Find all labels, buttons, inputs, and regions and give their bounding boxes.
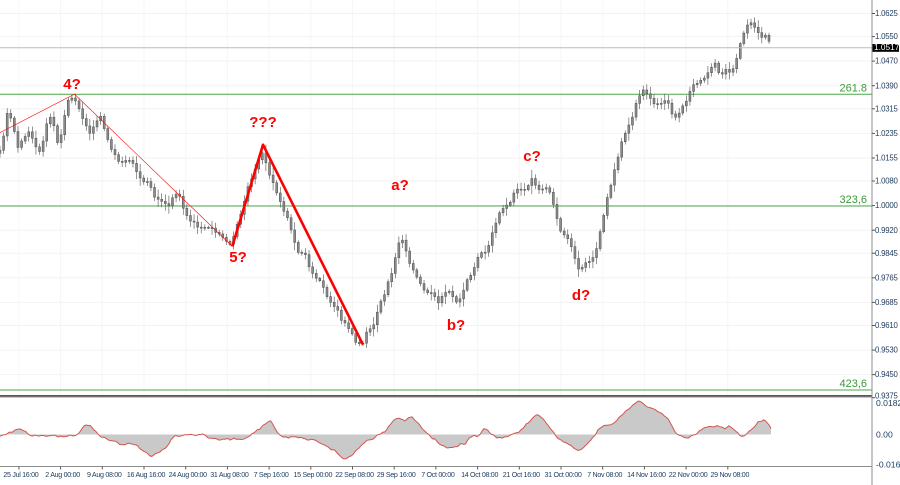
svg-text:1.0470: 1.0470 — [875, 57, 899, 66]
svg-text:0.9845: 0.9845 — [875, 249, 899, 258]
svg-text:423,6: 423,6 — [839, 378, 867, 390]
svg-text:0.00: 0.00 — [876, 429, 893, 439]
svg-text:1.0315: 1.0315 — [875, 104, 899, 113]
svg-text:0.9610: 0.9610 — [875, 321, 899, 330]
svg-text:14 Oct 08:00: 14 Oct 08:00 — [461, 471, 498, 479]
svg-text:29 Sep 16:00: 29 Sep 16:00 — [377, 471, 416, 479]
svg-text:2 Aug 00:00: 2 Aug 00:00 — [45, 471, 80, 479]
svg-text:a?: a? — [391, 177, 409, 194]
svg-text:1.0550: 1.0550 — [875, 32, 899, 41]
svg-text:0.9530: 0.9530 — [875, 346, 899, 355]
svg-text:1.0235: 1.0235 — [875, 129, 899, 138]
svg-text:31 Oct 00:00: 31 Oct 00:00 — [544, 471, 581, 479]
svg-text:9 Aug 08:00: 9 Aug 08:00 — [87, 471, 122, 479]
svg-text:b?: b? — [447, 317, 465, 334]
svg-text:4?: 4? — [63, 76, 81, 93]
svg-text:1.0155: 1.0155 — [875, 154, 899, 163]
svg-text:0.9920: 0.9920 — [875, 226, 899, 235]
svg-text:261.8: 261.8 — [839, 82, 867, 94]
svg-text:d?: d? — [572, 287, 590, 304]
svg-text:0.9450: 0.9450 — [875, 370, 899, 379]
svg-text:22 Nov 00:00: 22 Nov 00:00 — [669, 471, 708, 479]
svg-text:15 Sep 00:00: 15 Sep 00:00 — [293, 471, 332, 479]
svg-text:7 Sep 16:00: 7 Sep 16:00 — [254, 471, 289, 479]
svg-text:24 Aug 00:00: 24 Aug 00:00 — [169, 471, 208, 479]
svg-text:7 Nov 08:00: 7 Nov 08:00 — [587, 471, 622, 479]
svg-text:323,6: 323,6 — [839, 194, 867, 206]
svg-text:0.01829: 0.01829 — [876, 398, 900, 408]
svg-text:7 Oct 00:00: 7 Oct 00:00 — [421, 471, 455, 479]
svg-text:1.0390: 1.0390 — [875, 81, 899, 90]
svg-text:0.9765: 0.9765 — [875, 273, 899, 282]
svg-text:25 Jul 16:00: 25 Jul 16:00 — [3, 471, 38, 479]
svg-text:1.0517: 1.0517 — [874, 42, 900, 52]
svg-text:c?: c? — [523, 148, 541, 165]
svg-text:???: ??? — [249, 114, 277, 131]
svg-text:1.0625: 1.0625 — [875, 9, 899, 18]
svg-text:0.9685: 0.9685 — [875, 298, 899, 307]
svg-text:5?: 5? — [229, 249, 247, 266]
svg-text:21 Oct 16:00: 21 Oct 16:00 — [503, 471, 540, 479]
svg-text:29 Nov 08:00: 29 Nov 08:00 — [710, 471, 749, 479]
svg-text:-0.01615: -0.01615 — [876, 459, 900, 469]
svg-text:31 Aug 08:00: 31 Aug 08:00 — [210, 471, 249, 479]
svg-text:16 Aug 16:00: 16 Aug 16:00 — [127, 471, 166, 479]
svg-text:1.0000: 1.0000 — [875, 201, 899, 210]
svg-text:14 Nov 16:00: 14 Nov 16:00 — [627, 471, 666, 479]
svg-text:1.0080: 1.0080 — [875, 177, 899, 186]
svg-text:22 Sep 08:00: 22 Sep 08:00 — [335, 471, 374, 479]
